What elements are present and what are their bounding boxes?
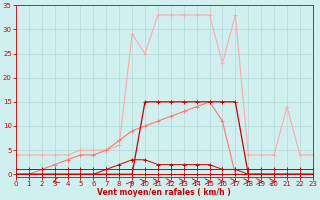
X-axis label: Vent moyen/en rafales ( km/h ): Vent moyen/en rafales ( km/h ) bbox=[98, 188, 231, 197]
